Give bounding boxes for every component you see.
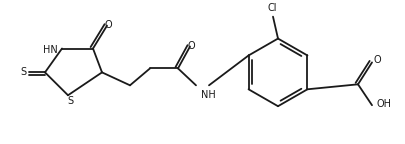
Text: O: O <box>187 40 194 51</box>
Text: S: S <box>20 67 26 77</box>
Text: O: O <box>104 20 111 30</box>
Text: S: S <box>67 96 73 106</box>
Text: Cl: Cl <box>266 3 276 13</box>
Text: OH: OH <box>376 99 391 109</box>
Text: O: O <box>373 55 381 65</box>
Text: HN: HN <box>43 46 58 55</box>
Text: NH: NH <box>200 90 215 100</box>
